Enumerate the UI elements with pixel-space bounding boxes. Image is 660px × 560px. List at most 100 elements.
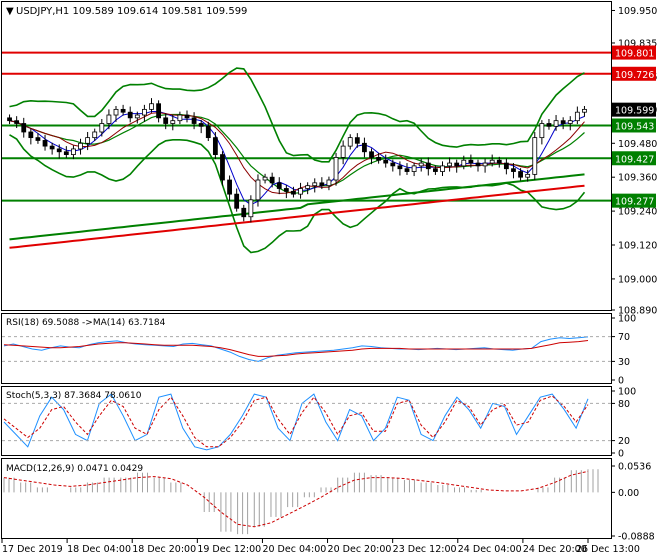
candle-body[interactable] [142,108,147,116]
candle-body[interactable] [134,114,140,119]
candle-body[interactable] [383,159,389,164]
candle-body[interactable] [503,162,509,170]
candle-body[interactable] [283,188,289,192]
candle-body[interactable] [532,137,538,175]
candle-body[interactable] [496,159,502,164]
candle-body[interactable] [234,193,240,209]
candle-body[interactable] [241,207,247,218]
time-tick-label: 23 Dec 12:00 [393,544,457,555]
candle-body[interactable] [518,171,523,178]
rsi-ma-line [3,340,589,357]
candle-body[interactable] [461,159,467,167]
candle-body[interactable] [312,182,318,187]
candle-body[interactable] [205,125,211,139]
candle-body[interactable] [347,137,353,147]
price-tag [612,151,656,166]
candle-body[interactable] [248,199,254,218]
candle-body[interactable] [525,173,531,178]
candle-body[interactable] [447,162,452,167]
macd-panel[interactable] [1,458,612,539]
candle-body[interactable] [56,148,62,153]
main-price-panel[interactable] [1,1,612,311]
candle-body[interactable] [156,103,161,119]
candle-body[interactable] [418,162,424,167]
candle-body[interactable] [63,151,69,155]
candle-body[interactable] [326,179,332,187]
candle-body[interactable] [14,120,20,124]
candle-body[interactable] [574,111,580,122]
candle-body[interactable] [255,179,261,201]
candle-body[interactable] [276,182,282,189]
candle-body[interactable] [227,179,232,195]
candle-body[interactable] [340,145,346,158]
candle-body[interactable] [212,137,218,155]
candle-body[interactable] [546,123,552,127]
candle-body[interactable] [269,176,275,184]
candle-body[interactable] [468,159,474,164]
candle-body[interactable] [411,165,417,172]
candle-body[interactable] [49,145,55,150]
candle-body[interactable] [305,185,311,189]
price-tag [612,118,656,133]
candle-body[interactable] [191,117,197,124]
candle-body[interactable] [149,103,154,110]
candle-body[interactable] [489,159,495,164]
price-tick-label: 109.000 [618,274,657,285]
candle-body[interactable] [319,182,325,187]
candle-body[interactable] [454,162,460,167]
candle-body[interactable] [404,168,410,172]
osc-tick-label: 100 [618,387,636,398]
candle-body[interactable] [127,111,133,119]
osc-tick-label: 100 [618,314,636,325]
candle-body[interactable] [170,120,176,124]
candle-body[interactable] [198,123,204,127]
candle-body[interactable] [567,120,573,124]
stoch-label: Stoch(5,3,3) 87.3684 78.0610 [6,391,142,401]
candle-body[interactable] [184,114,190,119]
candle-body[interactable] [220,154,225,181]
candle-body[interactable] [7,117,12,122]
candle-body[interactable] [99,123,105,133]
candle-body[interactable] [106,114,112,124]
candle-body[interactable] [433,168,438,172]
price-tick-label: 109.480 [618,139,657,150]
candle-body[interactable] [553,120,559,127]
candle-body[interactable] [425,162,431,170]
candle-body[interactable] [376,157,382,161]
candle-body[interactable] [298,188,303,195]
candle-body[interactable] [539,123,545,139]
osc-tick-label: 20 [618,436,630,447]
candle-body[interactable] [390,162,396,167]
osc-tick-label: 0 [618,449,624,460]
candle-body[interactable] [262,176,268,181]
candle-body[interactable] [35,137,41,141]
candle-body[interactable] [482,162,488,167]
candle-body[interactable] [560,120,566,124]
stoch-panel[interactable] [1,386,612,456]
candle-body[interactable] [120,108,126,113]
price-tag [612,102,656,117]
candle-body[interactable] [397,165,403,170]
candle-body[interactable] [71,148,76,155]
candle-body[interactable] [511,168,516,172]
candle-body[interactable] [291,190,296,195]
chart-header-arrow: ▼ [6,6,14,17]
candle-body[interactable] [28,131,34,139]
candle-body[interactable] [163,117,169,124]
candle-body[interactable] [78,142,83,150]
time-tick-label: 18 Dec 20:00 [132,544,196,555]
candle-body[interactable] [362,142,367,153]
candle-body[interactable] [21,123,27,133]
candle-body[interactable] [85,137,91,144]
candle-body[interactable] [582,108,587,113]
candle-body[interactable] [177,114,183,122]
candle-body[interactable] [42,140,48,147]
candle-body[interactable] [92,131,98,139]
candle-body[interactable] [440,165,445,172]
candle-body[interactable] [354,137,360,144]
candle-body[interactable] [113,108,119,116]
candle-body[interactable] [333,157,339,181]
candle-body[interactable] [369,151,374,158]
candle-body[interactable] [475,162,481,167]
